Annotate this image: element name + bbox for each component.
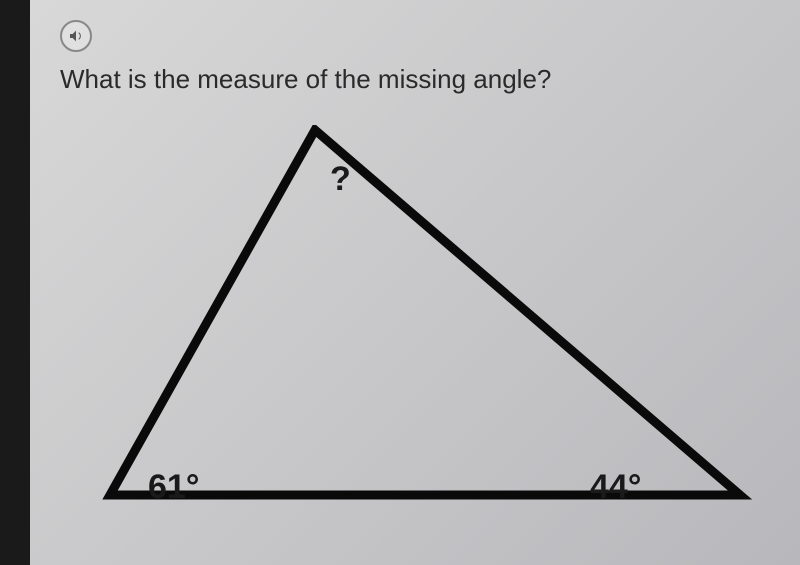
triangle-diagram: ? 61° 44° [60,125,760,525]
speaker-icon [68,28,84,44]
triangle-svg [60,125,760,525]
angle-top-label: ? [330,160,351,199]
angle-bottom-right-label: 44° [590,468,641,507]
question-text: What is the measure of the missing angle… [60,64,770,95]
triangle-shape [110,130,740,495]
question-screen: What is the measure of the missing angle… [30,0,800,565]
audio-play-button[interactable] [60,20,92,52]
angle-bottom-left-label: 61° [148,468,199,507]
